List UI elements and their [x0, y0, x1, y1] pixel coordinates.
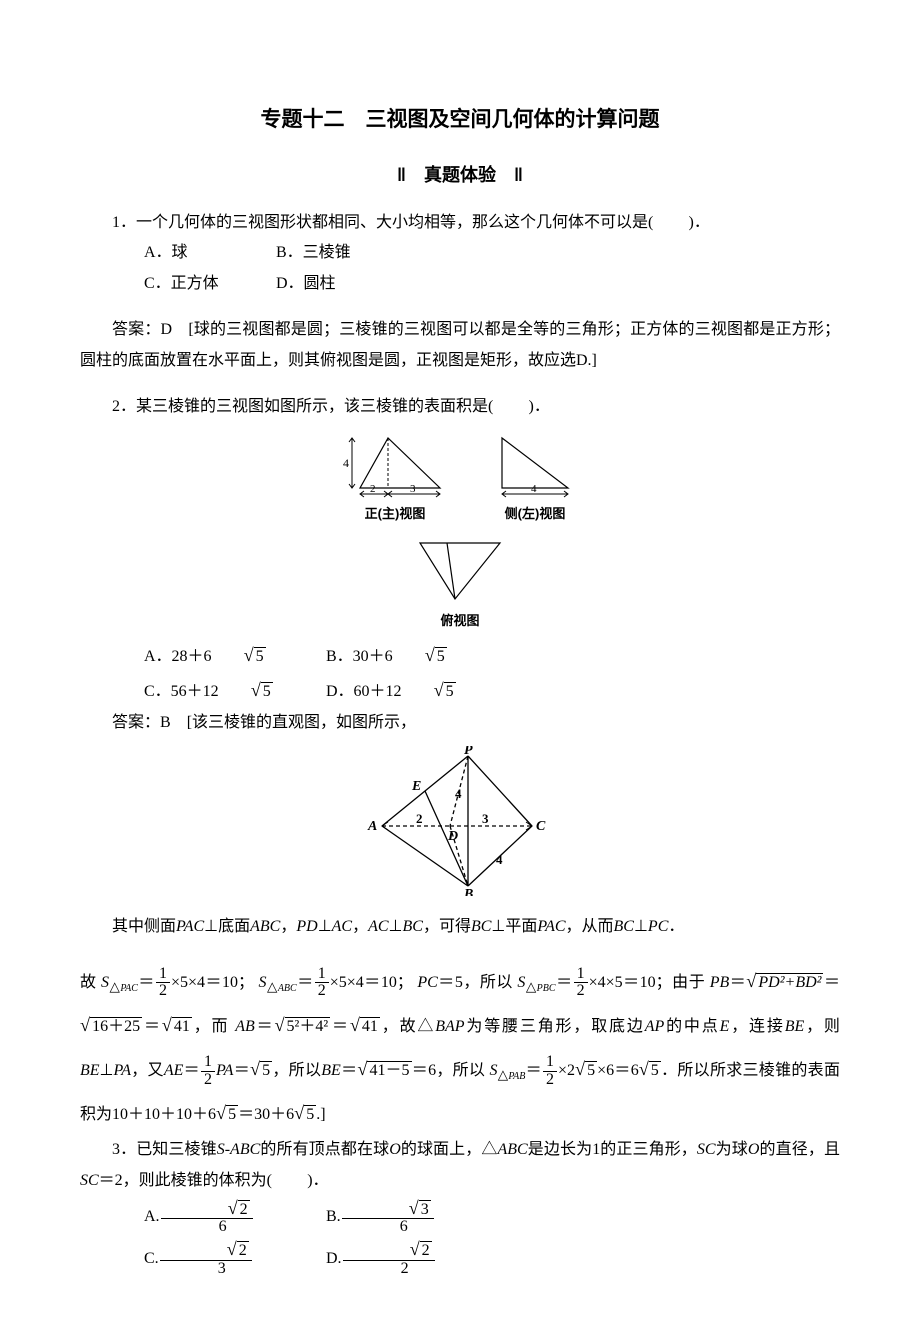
- q2-opt-c: C．56＋12√5: [112, 673, 322, 708]
- page-title: 专题十二 三视图及空间几何体的计算问题: [80, 100, 840, 140]
- side-view-svg: 4: [490, 430, 580, 500]
- q2-solid-fig: P E A D C B 4 2 3 4: [80, 746, 840, 896]
- svg-text:4: 4: [455, 786, 462, 801]
- q2-options-row2: C．56＋12√5 D．60＋12√5: [80, 673, 840, 708]
- front-view-caption: 正(主)视图: [340, 502, 450, 527]
- svg-text:D: D: [447, 829, 458, 844]
- q1-answer: 答案：D [球的三视图都是圆；三棱锥的三视图可以都是全等的三角形；正方体的三视图…: [80, 315, 840, 376]
- svg-text:4: 4: [496, 852, 503, 867]
- q1-stem-text: 1．一个几何体的三视图形状都相同、大小均相等，那么这个几何体不可以是(: [112, 214, 653, 231]
- q1-stem: 1．一个几何体的三视图形状都相同、大小均相等，那么这个几何体不可以是( )．: [80, 208, 840, 238]
- svg-text:4: 4: [343, 456, 349, 470]
- q2-expl-p2: 故 S△PAC＝12×5×4＝10； S△ABC＝12×5×4＝10； PC＝5…: [80, 959, 840, 1136]
- q1-answer-label: 答案：D: [112, 321, 172, 338]
- svg-text:4: 4: [531, 483, 537, 495]
- q1-options-row2: C．正方体 D．圆柱: [80, 269, 840, 299]
- q2-stem: 2．某三棱锥的三视图如图所示，该三棱锥的表面积是( )．: [80, 392, 840, 422]
- q2-stem-tail: )．: [529, 398, 550, 415]
- svg-text:2: 2: [370, 483, 376, 495]
- q1-answer-text: [球的三视图都是圆；三棱锥的三视图可以都是全等的三角形；正方体的三视图都是正方形…: [80, 321, 840, 368]
- q1-opt-c: C．正方体: [112, 269, 272, 299]
- q1-opt-d: D．圆柱: [276, 275, 336, 292]
- q3-stem: 3．已知三棱锥S-ABC的所有顶点都在球O的球面上，△ABC是边长为1的正三角形…: [80, 1135, 840, 1196]
- solid-svg: P E A D C B 4 2 3 4: [360, 746, 560, 896]
- svg-text:3: 3: [410, 483, 416, 495]
- svg-text:P: P: [464, 746, 473, 758]
- top-view-block: 俯视图: [405, 535, 515, 634]
- q2-views-row: 4 2 3 正(主)视图 4 侧(左)视图: [80, 430, 840, 527]
- top-view-svg: [405, 535, 515, 607]
- front-view-svg: 4 2 3: [340, 430, 450, 500]
- top-view-caption: 俯视图: [405, 609, 515, 634]
- side-view-block: 4 侧(左)视图: [490, 430, 580, 527]
- q2-opt-d: D．60＋12√5: [326, 683, 456, 700]
- q2-opt-b: B．30＋6√5: [326, 648, 447, 665]
- q1-stem-tail: )．: [689, 214, 710, 231]
- q3-opt-b: B.√36: [326, 1208, 435, 1225]
- q3-options-row1: A.√26 B.√36: [80, 1196, 840, 1238]
- side-view-caption: 侧(左)视图: [490, 502, 580, 527]
- section-subtitle: ‖ 真题体验 ‖: [80, 158, 840, 192]
- q2-stem-text: 2．某三棱锥的三视图如图所示，该三棱锥的表面积是(: [112, 398, 493, 415]
- q2-top-row: 俯视图: [80, 535, 840, 634]
- q1-options-row1: A．球 B．三棱锥: [80, 238, 840, 268]
- q3-opt-a: A.√26: [112, 1196, 322, 1238]
- svg-text:3: 3: [482, 811, 489, 826]
- q2-opt-a: A．28＋6√5: [112, 638, 322, 673]
- svg-text:C: C: [536, 819, 546, 834]
- q1-opt-b: B．三棱锥: [276, 244, 351, 261]
- q3-options-row2: C.√23 D.√22: [80, 1238, 840, 1280]
- q2-answer-lead-text: [该三棱锥的直观图，如图所示，: [171, 714, 416, 731]
- q3-opt-c: C.√23: [112, 1238, 322, 1280]
- q1-opt-a: A．球: [112, 238, 272, 268]
- q2-expl-p1: 其中侧面PAC⊥底面ABC，PD⊥AC，AC⊥BC，可得BC⊥平面PAC，从而B…: [80, 912, 840, 942]
- svg-text:A: A: [367, 819, 377, 834]
- q2-answer-label: 答案：B: [112, 714, 171, 731]
- q2-answer-lead: 答案：B [该三棱锥的直观图，如图所示，: [80, 708, 840, 738]
- front-view-block: 4 2 3 正(主)视图: [340, 430, 450, 527]
- q3-opt-d: D.√22: [326, 1250, 436, 1267]
- svg-text:B: B: [463, 887, 473, 896]
- svg-text:E: E: [411, 779, 421, 794]
- svg-text:2: 2: [416, 811, 423, 826]
- q2-options-row1: A．28＋6√5 B．30＋6√5: [80, 638, 840, 673]
